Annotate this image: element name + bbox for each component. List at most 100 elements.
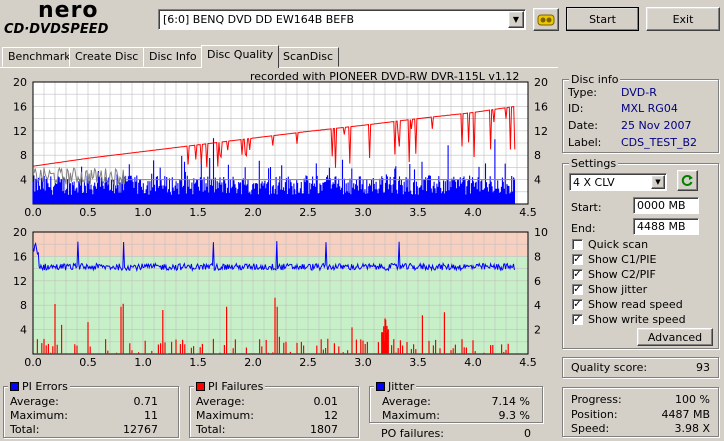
x-tick-label: 0.0 <box>24 356 42 369</box>
disc-label-value: CDS_TEST_B2 <box>621 136 698 149</box>
drive-dropdown-button[interactable]: ▼ <box>508 11 524 28</box>
start-label: Start: <box>571 201 602 214</box>
y-left-tick-label: 8 <box>20 299 27 312</box>
tab-create-disc[interactable]: Create Disc <box>69 47 145 67</box>
x-tick-label: 1.5 <box>189 206 207 219</box>
jitter-maximum-label: Maximum: <box>382 409 440 422</box>
refresh-speed-button[interactable] <box>677 170 698 191</box>
speed-label: Speed: <box>571 422 610 435</box>
y-right-tick-label: 16 <box>534 100 548 113</box>
pi-failures-maximum-value: 12 <box>324 409 338 422</box>
pi-errors-swatch <box>10 382 19 391</box>
quality-score-group: Quality score: 93 <box>562 357 719 378</box>
start-input[interactable]: 0000 MB <box>633 197 699 214</box>
pi-errors-average-label: Average: <box>10 395 59 408</box>
settings-group: Settings 4 X CLV ▼ Start: 0000 MB End: 4… <box>562 157 719 349</box>
checkbox-label: Show C2/PIF <box>588 268 656 281</box>
checkbox-show-c1-pie[interactable]: ✓ <box>572 254 583 265</box>
y-right-tick-label: 12 <box>534 125 548 138</box>
checkbox-show-c2-pif[interactable]: ✓ <box>572 269 583 280</box>
y-left-tick-label: 20 <box>13 76 27 89</box>
checkbox-label: Show read speed <box>588 298 683 311</box>
pi-errors-total-value: 12767 <box>123 423 158 436</box>
end-input-value: 4488 MB <box>637 220 686 233</box>
pi-failures-title: PI Failures <box>208 380 264 393</box>
x-tick-label: 2.5 <box>299 206 317 219</box>
end-input[interactable]: 4488 MB <box>633 218 699 235</box>
checkbox-quick-scan[interactable] <box>572 239 583 250</box>
tab-disc-info[interactable]: Disc Info <box>143 47 203 67</box>
y-right-tick-label: 8 <box>534 149 541 162</box>
drive-select[interactable]: [6:0] BENQ DVD DD EW164B BEFB ▼ <box>158 9 526 30</box>
tab-scandisc[interactable]: ScanDisc <box>277 47 340 67</box>
y-right-tick-label: 10 <box>534 226 548 239</box>
y-left-tick-label: 12 <box>13 275 27 288</box>
chevron-down-icon: ▼ <box>655 178 661 186</box>
checkbox-show-read-speed[interactable]: ✓ <box>572 299 583 310</box>
start-input-value: 0000 MB <box>637 199 686 212</box>
speed-select-value: 4 X CLV <box>573 176 615 189</box>
po-failures-label: PO failures: <box>381 427 444 440</box>
start-button[interactable]: Start <box>566 7 639 31</box>
refresh-drive-button[interactable] <box>533 8 559 31</box>
x-tick-label: 1.0 <box>134 206 152 219</box>
position-label: Position: <box>571 408 618 421</box>
checkbox-show-jitter[interactable]: ✓ <box>572 284 583 295</box>
jitter-average-value: 7.14 % <box>491 395 530 408</box>
x-tick-label: 3.0 <box>354 356 372 369</box>
y-right-tick-label: 4 <box>534 299 541 312</box>
pi-errors-average-value: 0.71 <box>133 395 159 408</box>
disc-id-label: ID: <box>568 102 584 115</box>
pi-failures-swatch <box>196 382 205 391</box>
y-left-tick-label: 4 <box>20 324 27 337</box>
jitter-average-label: Average: <box>382 395 431 408</box>
end-label: End: <box>571 222 596 235</box>
speed-select[interactable]: 4 X CLV ▼ <box>569 173 667 191</box>
x-tick-label: 4.0 <box>464 206 482 219</box>
checkbox-label: Show jitter <box>588 283 648 296</box>
pi-failures-group: PI Failures Average: 0.01 Maximum: 12 To… <box>189 380 359 438</box>
pi-error-bars <box>32 138 516 204</box>
progress-group: Progress: 100 % Position: 4487 MB Speed:… <box>562 387 719 437</box>
pi-failures-average-label: Average: <box>196 395 245 408</box>
settings-title: Settings <box>569 157 619 170</box>
chart-title: recorded with PIONEER DVD-RW DVR-115L v1… <box>250 70 520 83</box>
progress-label: Progress: <box>571 393 622 406</box>
y-left-tick-label: 12 <box>13 125 27 138</box>
y-right-tick-label: 2 <box>534 324 541 337</box>
disc-type-label: Type: <box>568 86 597 99</box>
jitter-line <box>32 241 515 273</box>
checkbox-show-write-speed[interactable]: ✓ <box>572 314 583 325</box>
pi-errors-maximum-label: Maximum: <box>10 409 68 422</box>
nero-logo: nero CD·DVDSPEED <box>4 0 154 40</box>
exit-button[interactable]: Exit <box>646 7 720 31</box>
checkbox-label: Show C1/PIE <box>588 253 657 266</box>
tab-benchmark[interactable]: Benchmark <box>2 47 77 67</box>
read-speed-line <box>32 106 516 168</box>
disc-label-label: Label: <box>568 136 602 149</box>
disc-type-value: DVD-R <box>621 86 657 99</box>
speed-dropdown-button[interactable]: ▼ <box>651 175 665 189</box>
pi-failures-total-value: 1807 <box>310 423 338 436</box>
quality-score-value: 93 <box>696 361 710 374</box>
checkbox-label: Show write speed <box>588 313 686 326</box>
pi-failures-total-label: Total: <box>196 423 226 436</box>
quality-score-label: Quality score: <box>571 361 648 374</box>
pi-failures-chart: 0.0 0.5 1.0 1.5 2.0 2.5 3.0 3.5 4.0 4.5 20 16 12 8 4 10… <box>13 226 548 369</box>
x-tick-label: 4.5 <box>519 356 537 369</box>
x-tick-label: 2.0 <box>244 206 262 219</box>
po-failures-value: 0 <box>524 427 531 440</box>
y-right-tick-label: 4 <box>534 174 541 187</box>
refresh-icon <box>537 14 555 25</box>
x-tick-label: 2.5 <box>299 356 317 369</box>
pi-failures-average-value: 0.01 <box>313 395 339 408</box>
x-tick-label: 4.5 <box>519 206 537 219</box>
pi-failure-bars <box>36 297 509 354</box>
tab-disc-quality[interactable]: Disc Quality <box>201 45 280 68</box>
plot-frame <box>32 231 529 355</box>
disc-id-value: MXL RG04 <box>621 102 678 115</box>
jitter-maximum-value: 9.3 % <box>498 409 530 422</box>
x-tick-label: 2.0 <box>244 356 262 369</box>
y-left-tick-label: 16 <box>13 250 27 263</box>
advanced-button[interactable]: Advanced <box>637 328 713 346</box>
